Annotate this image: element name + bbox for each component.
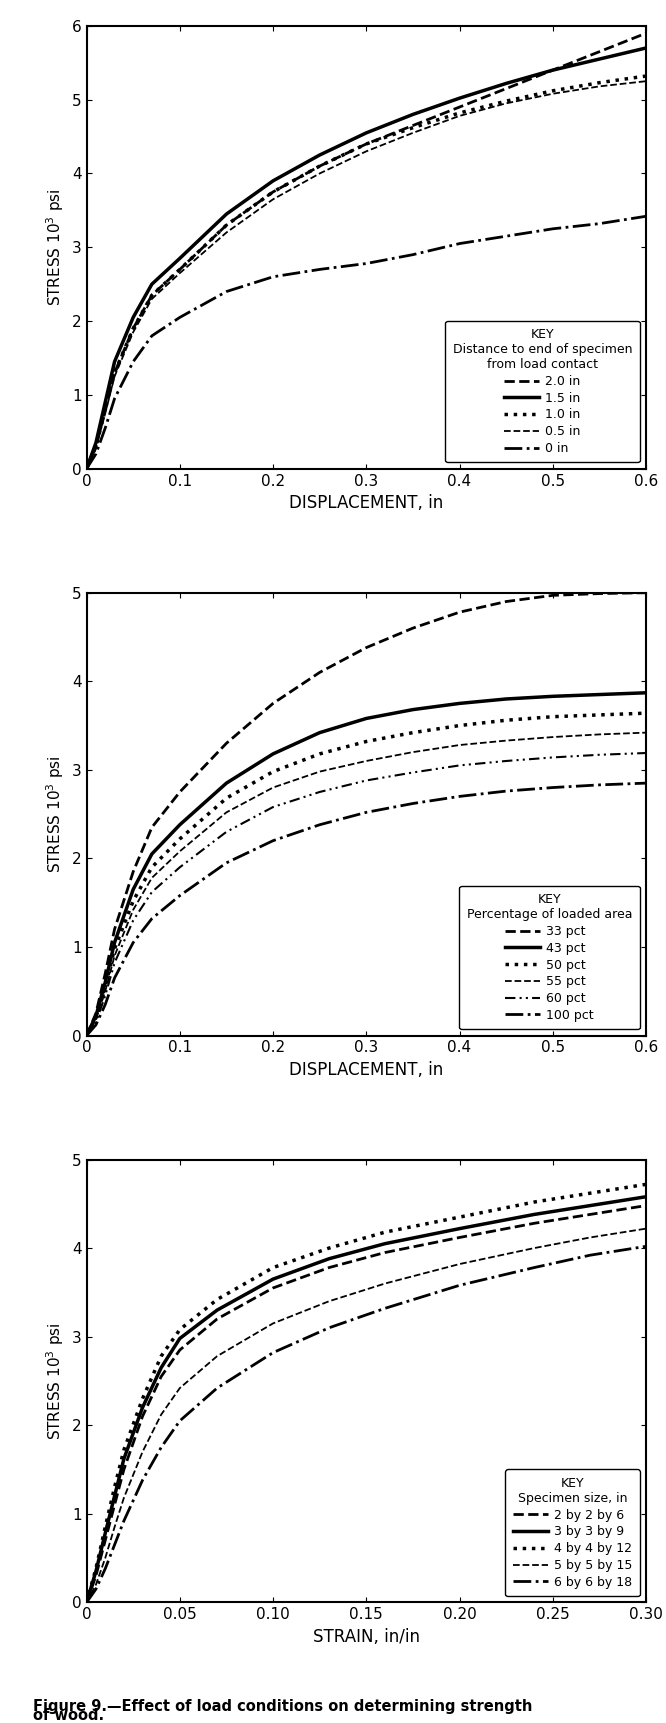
X-axis label: STRAIN, in/in: STRAIN, in/in <box>313 1628 420 1645</box>
Y-axis label: STRESS 10$^3$ psi: STRESS 10$^3$ psi <box>45 1322 67 1440</box>
Y-axis label: STRESS 10$^3$ psi: STRESS 10$^3$ psi <box>45 188 67 307</box>
Text: of wood.: of wood. <box>33 1707 105 1723</box>
X-axis label: DISPLACEMENT, in: DISPLACEMENT, in <box>289 1061 444 1079</box>
Legend: 2 by 2 by 6, 3 by 3 by 9, 4 by 4 by 12, 5 by 5 by 15, 6 by 6 by 18: 2 by 2 by 6, 3 by 3 by 9, 4 by 4 by 12, … <box>505 1470 640 1595</box>
Legend: 2.0 in, 1.5 in, 1.0 in, 0.5 in, 0 in: 2.0 in, 1.5 in, 1.0 in, 0.5 in, 0 in <box>446 320 640 462</box>
X-axis label: DISPLACEMENT, in: DISPLACEMENT, in <box>289 495 444 512</box>
Y-axis label: STRESS 10$^3$ psi: STRESS 10$^3$ psi <box>45 755 67 874</box>
Text: Figure 9.—Effect of load conditions on determining strength: Figure 9.—Effect of load conditions on d… <box>33 1699 533 1714</box>
Legend: 33 pct, 43 pct, 50 pct, 55 pct, 60 pct, 100 pct: 33 pct, 43 pct, 50 pct, 55 pct, 60 pct, … <box>460 886 640 1029</box>
